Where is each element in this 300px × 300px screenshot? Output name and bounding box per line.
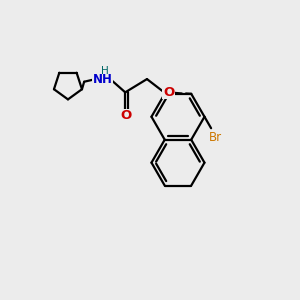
Text: O: O (121, 109, 132, 122)
Text: Br: Br (209, 131, 222, 144)
Text: NH: NH (93, 73, 112, 85)
Text: O: O (163, 86, 174, 99)
Text: H: H (101, 66, 109, 76)
